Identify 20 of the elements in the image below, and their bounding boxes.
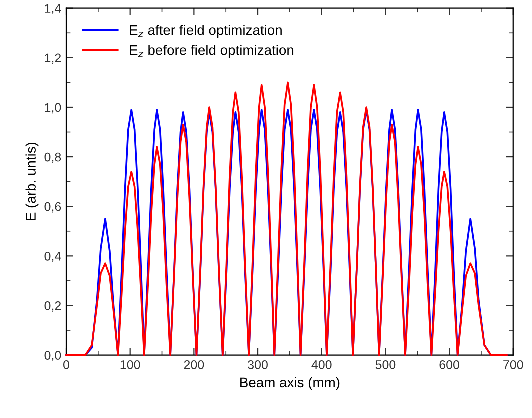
y-tick-label: 1,0 — [45, 103, 62, 114]
y-tick-label: 0,2 — [44, 302, 62, 312]
x-tick-label: 300 — [248, 360, 268, 370]
y-tick-label: 1,2 — [45, 54, 62, 64]
x-tick-label: 100 — [120, 360, 140, 370]
x-tick-label: 700 — [504, 360, 524, 370]
x-tick-label: 0 — [64, 360, 70, 370]
x-tick-label: 600 — [440, 360, 460, 370]
legend-label: E$_{z}$ after field optimization — [130, 25, 282, 38]
y-tick-label: 1,4 — [45, 4, 62, 14]
y-tick-label: 0,8 — [44, 152, 62, 164]
x-tick-label: 500 — [376, 360, 396, 370]
y-axis-title: E (arb. untis) — [26, 142, 39, 220]
x-tick-label: 200 — [184, 360, 204, 370]
y-tick-label: 0,6 — [44, 202, 62, 213]
x-tick-label: 400 — [312, 360, 332, 370]
x-axis-title: Beam axis (mm) — [240, 377, 340, 390]
legend-label: E$_{z}$ before field optimization — [130, 45, 294, 58]
y-tick-label: 0,4 — [44, 252, 62, 262]
y-tick-label: 0,0 — [44, 351, 62, 362]
